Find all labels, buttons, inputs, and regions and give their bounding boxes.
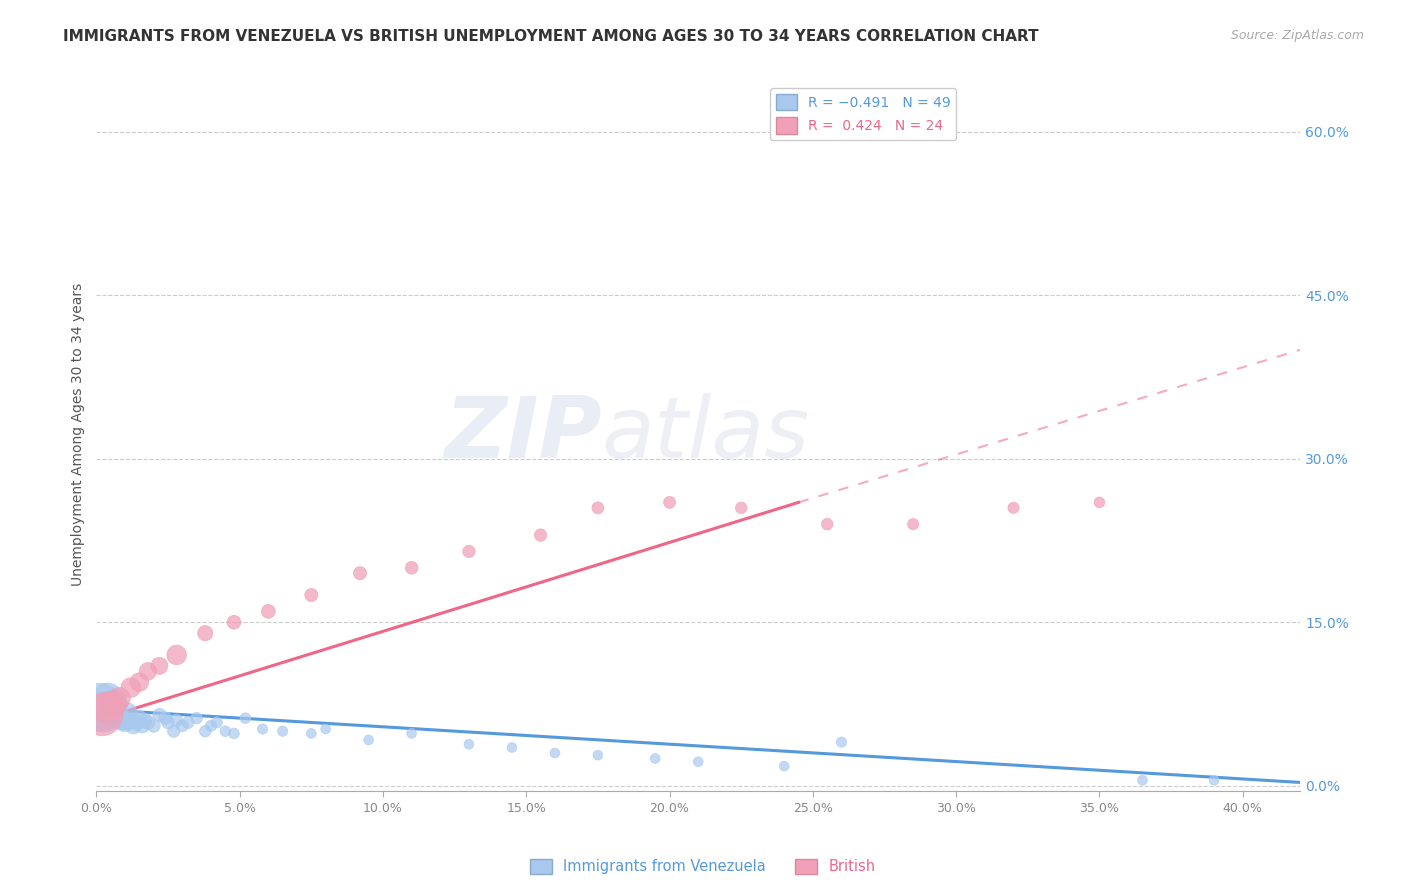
Point — [103, 697, 125, 711]
Point — [458, 737, 481, 751]
Point — [688, 755, 710, 769]
Point — [1132, 773, 1154, 788]
Text: ZIP: ZIP — [444, 392, 602, 475]
Point — [194, 626, 217, 640]
Point — [108, 691, 131, 706]
Point — [177, 715, 200, 730]
Point — [501, 740, 523, 755]
Point — [91, 707, 114, 722]
Legend: Immigrants from Venezuela, British: Immigrants from Venezuela, British — [524, 853, 882, 880]
Point — [148, 707, 170, 722]
Point — [235, 711, 257, 725]
Point — [111, 714, 134, 728]
Text: atlas: atlas — [602, 392, 810, 475]
Point — [773, 759, 796, 773]
Point — [200, 719, 222, 733]
Point — [1204, 773, 1226, 788]
Point — [815, 517, 838, 532]
Point — [122, 719, 145, 733]
Point — [1088, 495, 1111, 509]
Point — [94, 707, 117, 722]
Point — [257, 604, 280, 618]
Point — [97, 691, 120, 706]
Point — [172, 719, 194, 733]
Text: Source: ZipAtlas.com: Source: ZipAtlas.com — [1230, 29, 1364, 42]
Point — [89, 700, 111, 714]
Point — [100, 702, 122, 716]
Point — [105, 707, 128, 722]
Point — [128, 675, 150, 690]
Point — [136, 715, 159, 730]
Point — [117, 705, 139, 719]
Point — [166, 714, 188, 728]
Point — [222, 726, 245, 740]
Point — [114, 715, 136, 730]
Point — [163, 724, 186, 739]
Point — [1002, 500, 1025, 515]
Point — [299, 588, 322, 602]
Point — [97, 700, 120, 714]
Point — [194, 724, 217, 739]
Text: IMMIGRANTS FROM VENEZUELA VS BRITISH UNEMPLOYMENT AMONG AGES 30 TO 34 YEARS CORR: IMMIGRANTS FROM VENEZUELA VS BRITISH UNE… — [63, 29, 1039, 44]
Point — [458, 544, 481, 558]
Point — [357, 733, 380, 747]
Point — [142, 719, 165, 733]
Legend: R = −0.491   N = 49, R =  0.424   N = 24: R = −0.491 N = 49, R = 0.424 N = 24 — [770, 88, 956, 140]
Point — [315, 722, 337, 736]
Point — [108, 711, 131, 725]
Y-axis label: Unemployment Among Ages 30 to 34 years: Unemployment Among Ages 30 to 34 years — [72, 283, 86, 586]
Point — [901, 517, 924, 532]
Point — [103, 697, 125, 711]
Point — [125, 715, 148, 730]
Point — [153, 711, 176, 725]
Point — [136, 665, 159, 679]
Point — [222, 615, 245, 630]
Point — [166, 648, 188, 662]
Point — [401, 726, 423, 740]
Point — [658, 495, 681, 509]
Point — [299, 726, 322, 740]
Point — [529, 528, 551, 542]
Point — [128, 711, 150, 725]
Point — [831, 735, 853, 749]
Point — [252, 722, 274, 736]
Point — [544, 746, 567, 760]
Point — [156, 715, 179, 730]
Point — [120, 681, 142, 695]
Point — [401, 561, 423, 575]
Point — [271, 724, 294, 739]
Point — [120, 714, 142, 728]
Point — [186, 711, 208, 725]
Point — [91, 705, 114, 719]
Point — [644, 751, 666, 765]
Point — [586, 500, 609, 515]
Point — [131, 719, 153, 733]
Point — [205, 715, 228, 730]
Point — [349, 566, 371, 581]
Point — [148, 658, 170, 673]
Point — [134, 714, 156, 728]
Point — [214, 724, 236, 739]
Point — [586, 748, 609, 763]
Point — [730, 500, 752, 515]
